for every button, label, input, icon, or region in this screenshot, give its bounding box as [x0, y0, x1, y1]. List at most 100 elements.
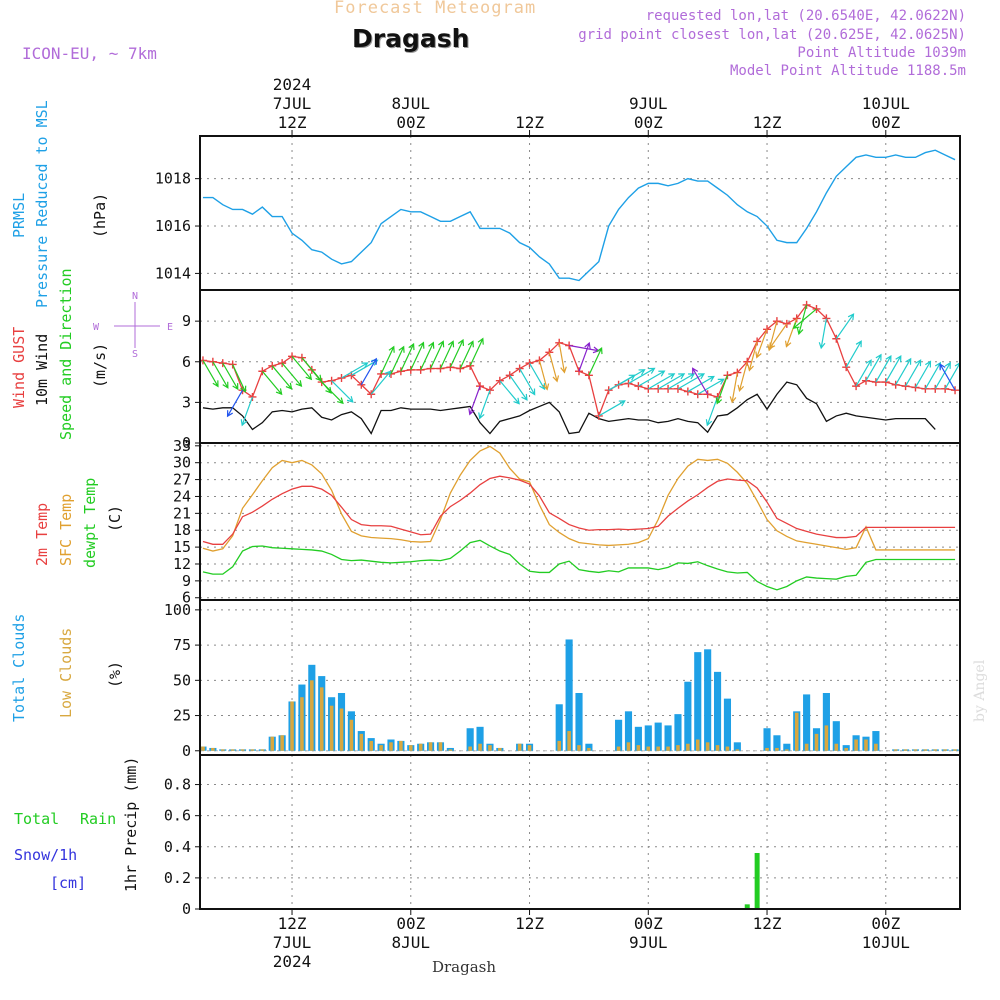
gust-marker [644, 384, 653, 393]
wind-arrow [469, 337, 484, 367]
low-cloud-bar [468, 746, 472, 751]
low-cloud-bar [339, 708, 344, 751]
wind-arrow [792, 308, 817, 330]
low-cloud-bar [240, 749, 245, 751]
tick-label-precip: 0.6 [164, 807, 191, 825]
wind-arrow [939, 363, 956, 391]
time-label-bottom: 12Z [515, 914, 544, 933]
total-cloud-bar [733, 742, 741, 751]
low-cloud-bar [616, 746, 621, 751]
low-cloud-bar [765, 747, 769, 751]
time-label-bottom: 9JUL [629, 933, 668, 952]
grid-lines [200, 136, 960, 910]
gust-marker [634, 382, 643, 391]
total-cloud-bar [704, 649, 712, 751]
low-cloud-bar [705, 742, 710, 751]
cloud-labels: Total Clouds Low Clouds (%) [10, 614, 124, 722]
time-label-top: 12Z [278, 113, 307, 132]
time-label-top: 00Z [871, 113, 900, 132]
total-cloud-bar [674, 714, 682, 751]
low-cloud-bar [676, 745, 680, 751]
low-cloud-bar [923, 749, 928, 751]
wind-arrow [755, 329, 768, 359]
wind-arrow [934, 361, 951, 390]
total-cloud-bar [723, 698, 732, 751]
rain-bar [744, 904, 750, 909]
panel-frames [199, 135, 961, 910]
chart-title-top: Forecast Meteogram [334, 0, 537, 18]
gust-marker [743, 357, 752, 366]
gust-marker [575, 367, 584, 376]
wind-arrow [667, 373, 696, 390]
wind-gust-label: Wind GUST [10, 327, 28, 408]
tick-label-temp: 21 [173, 504, 191, 522]
time-label-bottom: 2024 [273, 952, 312, 971]
tick-label-precip: 0.2 [164, 869, 191, 887]
gust-marker [871, 378, 880, 387]
gust-marker [921, 384, 930, 393]
tick-label-precip: 0.4 [164, 838, 191, 856]
temp-labels: 2m Temp SFC Temp dewpt Temp (C) [33, 478, 124, 568]
wind-arrow [459, 340, 474, 369]
gust-marker [218, 359, 227, 368]
low-cloud-bar [587, 747, 591, 751]
pressure-label-name: Pressure Reduced to MSL [33, 100, 51, 308]
wind-arrow [895, 357, 912, 386]
total-cloud-bar [773, 735, 781, 751]
low-cloud-bar [646, 746, 651, 751]
requested-coords: requested lon,lat (20.6540E, 42.0622N) [645, 8, 966, 24]
gust-marker [604, 386, 613, 395]
wind-arrow [499, 380, 520, 405]
model-altitude: Model Point Altitude 1188.5m [729, 63, 966, 79]
total-cloud-bar [654, 722, 662, 751]
wind-arrow [331, 380, 354, 403]
gust-marker [664, 384, 673, 393]
gust-marker [654, 384, 663, 393]
low-cloud-bar [369, 740, 373, 751]
gust-marker [911, 383, 920, 392]
low-cloud-bar [399, 740, 403, 751]
total-cloud-bar [684, 681, 692, 751]
chart-title-location: Dragash [352, 24, 470, 53]
total-cloud-bar [476, 726, 484, 751]
low-cloud-bar [280, 735, 284, 751]
wind-arrow [737, 361, 748, 392]
low-cloud-bar [577, 745, 581, 751]
wind-arrow [548, 352, 560, 383]
tick-label-temp: 6 [182, 589, 191, 607]
low-cloud-bar [814, 733, 819, 751]
gust-marker [891, 380, 900, 389]
low-cloud-bar [794, 712, 799, 751]
tick-label-wind: 0 [182, 434, 191, 452]
low-cloud-bar [874, 743, 878, 751]
wind-arrow [370, 370, 392, 395]
wind-arrow [855, 359, 872, 387]
wind-arrow [818, 318, 827, 350]
low-cloud-bar [864, 739, 868, 751]
wind-arrow [291, 355, 313, 381]
low-cloud-bar [478, 743, 482, 751]
wind-arrow [271, 365, 293, 390]
pressure-labels: PRMSL Pressure Reduced to MSL (hPa) [10, 100, 109, 308]
wind-arrow [202, 360, 219, 388]
wind-arrow [569, 344, 600, 354]
total-cloud-bar [585, 743, 593, 751]
total-cloud-bar [555, 704, 563, 751]
tick-label-temp: 15 [173, 538, 191, 556]
time-label-top: 8JUL [392, 94, 431, 113]
wind-arrow [400, 342, 415, 372]
time-label-top: 2024 [273, 75, 312, 94]
t2m-line [202, 475, 956, 545]
low-cloud-bar [270, 736, 275, 751]
wind-arrow [261, 370, 283, 396]
gust-marker [357, 380, 366, 389]
gust-marker [297, 353, 306, 362]
compass-n: N [132, 291, 138, 302]
total-cloud-bar [694, 652, 702, 751]
gust-marker [228, 360, 237, 369]
gust-marker [367, 390, 376, 399]
tick-label-temp: 12 [173, 555, 191, 573]
gust-marker [337, 374, 346, 383]
wind-arrow [420, 341, 435, 371]
wind-arrow [618, 369, 646, 386]
